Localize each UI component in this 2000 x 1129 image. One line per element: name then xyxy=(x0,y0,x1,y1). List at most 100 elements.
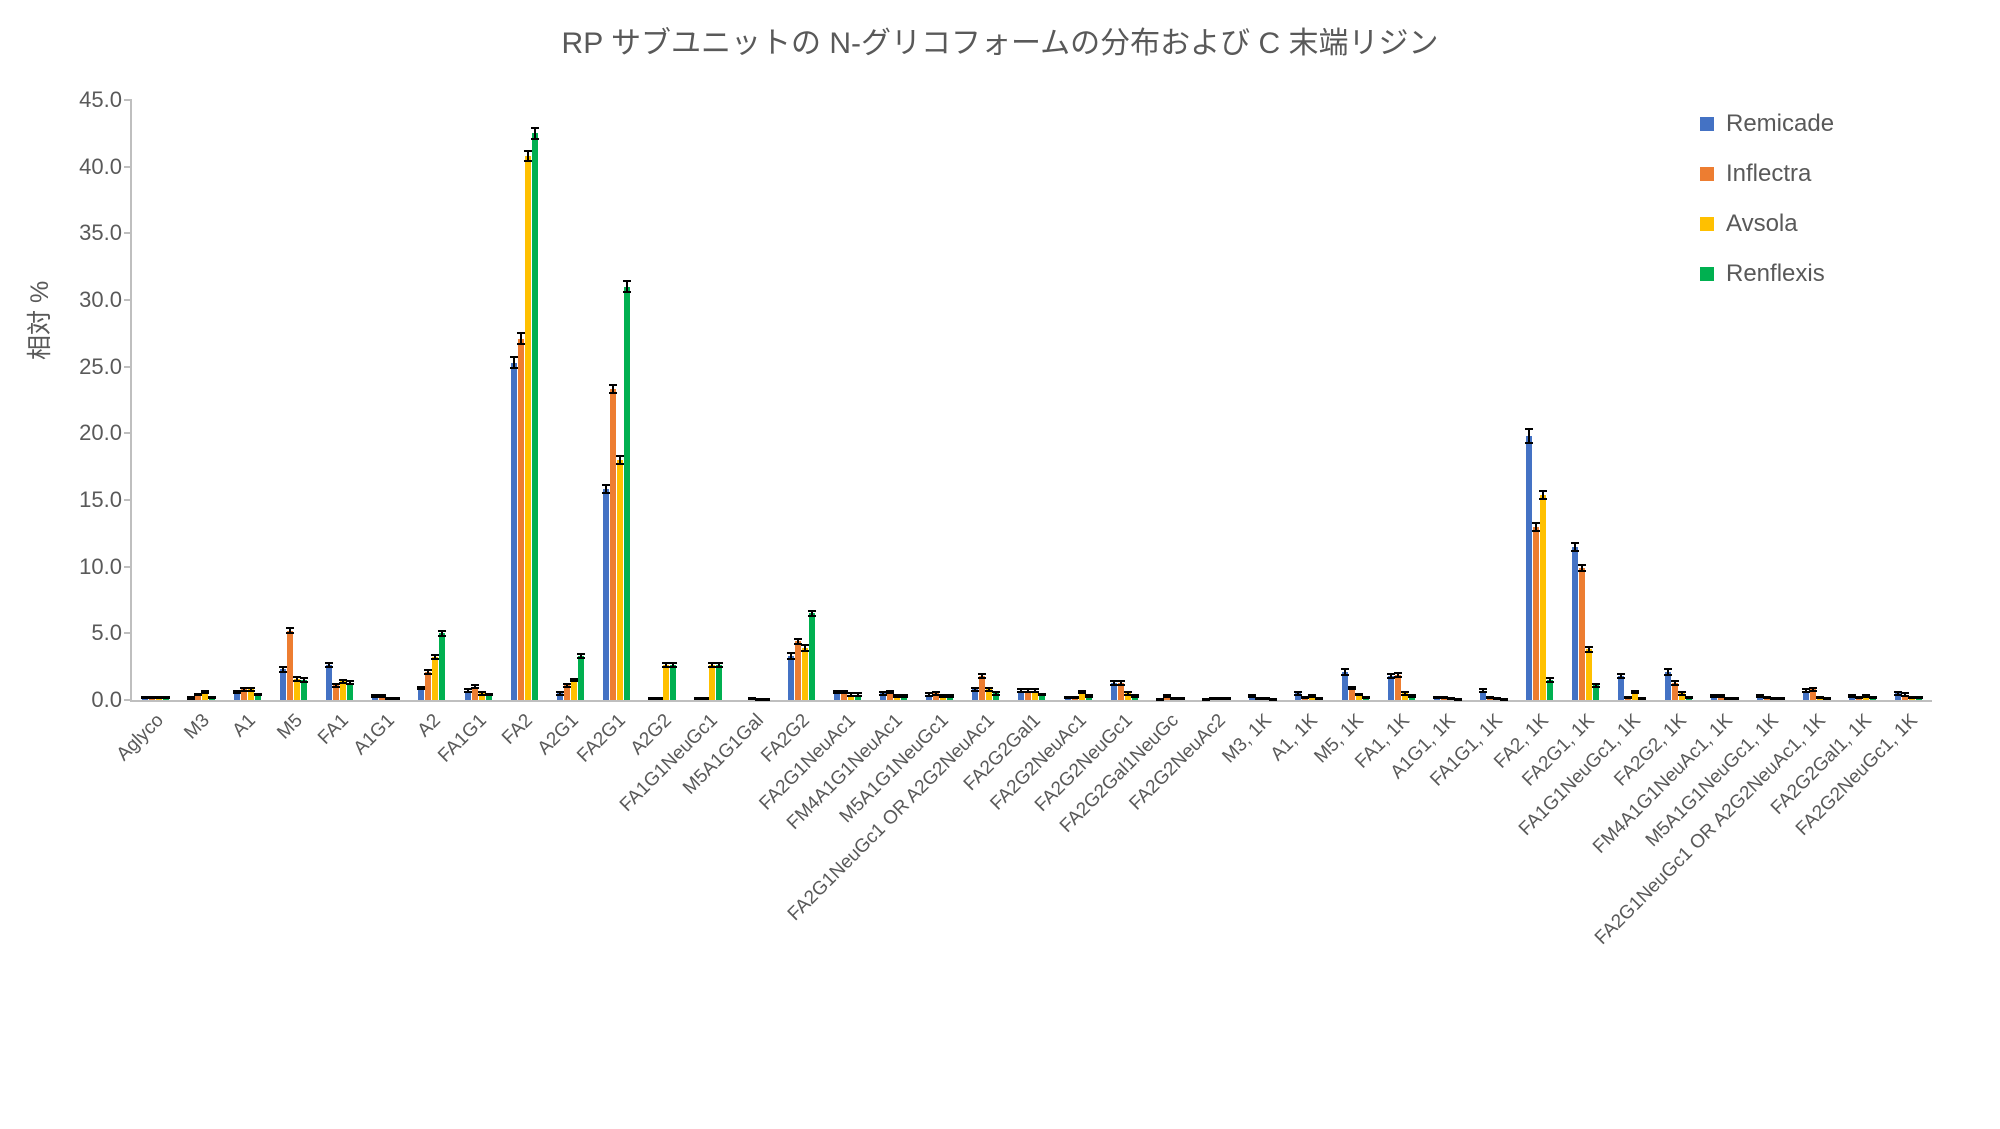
error-bar xyxy=(257,694,259,695)
x-tick-label: M3 xyxy=(181,710,215,744)
error-bar xyxy=(1819,697,1821,698)
error-bar xyxy=(335,684,337,687)
error-bar xyxy=(427,670,429,674)
error-bar xyxy=(1681,692,1683,695)
y-tick-label: 30.0 xyxy=(67,287,122,313)
error-bar xyxy=(672,663,674,667)
error-bar xyxy=(804,645,806,650)
error-bar xyxy=(1805,689,1807,692)
error-bar xyxy=(1365,697,1367,698)
bar-group xyxy=(1055,692,1101,700)
error-bar xyxy=(342,680,344,683)
y-tick-label: 35.0 xyxy=(67,220,122,246)
error-bar xyxy=(1595,684,1597,687)
y-tick xyxy=(124,699,132,701)
legend: Remicade Inflectra Avsola Renflexis xyxy=(1700,110,1960,310)
bar-group xyxy=(1101,683,1147,700)
legend-label: Renflexis xyxy=(1726,260,1825,288)
bar xyxy=(1157,699,1163,700)
error-bar xyxy=(1180,698,1182,699)
bar-group xyxy=(1886,693,1932,700)
bar xyxy=(802,648,808,700)
error-bar xyxy=(1734,698,1736,699)
legend-swatch-icon xyxy=(1700,167,1714,181)
error-bar xyxy=(1212,698,1214,699)
error-bar xyxy=(1318,698,1320,699)
bar xyxy=(880,693,886,700)
bar xyxy=(788,656,794,700)
y-tick xyxy=(124,232,132,234)
error-bar xyxy=(566,684,568,687)
error-bar xyxy=(520,333,522,344)
bar xyxy=(702,699,708,700)
bar-group xyxy=(640,665,686,700)
error-bar xyxy=(289,628,291,633)
error-bar xyxy=(612,385,614,393)
x-tick-label: A1, 1K xyxy=(1267,710,1323,766)
error-bar xyxy=(1311,695,1313,696)
error-bar xyxy=(1457,699,1459,700)
error-bar xyxy=(981,674,983,678)
error-bar xyxy=(467,689,469,692)
bar xyxy=(709,665,715,700)
bar xyxy=(1302,697,1308,700)
error-bar xyxy=(1759,695,1761,696)
error-bar xyxy=(1904,693,1906,696)
bar-group xyxy=(455,687,501,700)
error-bar xyxy=(1081,691,1083,694)
error-bar xyxy=(1897,692,1899,695)
error-bar xyxy=(626,281,628,292)
error-bar xyxy=(882,692,884,695)
error-bar xyxy=(1134,695,1136,696)
bar xyxy=(465,691,471,700)
error-bar xyxy=(1780,698,1782,699)
error-bar xyxy=(243,688,245,691)
bar xyxy=(195,695,201,700)
error-bar xyxy=(1528,429,1530,442)
error-bar xyxy=(1127,692,1129,695)
error-bar xyxy=(282,667,284,672)
y-tick xyxy=(124,99,132,101)
error-bar xyxy=(658,698,660,699)
y-tick-label: 25.0 xyxy=(67,354,122,380)
bar xyxy=(1803,691,1809,700)
error-bar xyxy=(942,695,944,696)
bar xyxy=(564,685,570,700)
bar xyxy=(255,695,261,700)
error-bar xyxy=(1344,669,1346,674)
bar-group xyxy=(1378,675,1424,700)
bar xyxy=(1270,699,1276,700)
bar xyxy=(1409,696,1415,700)
bar-group xyxy=(501,133,547,700)
bar xyxy=(1039,695,1045,700)
error-bar xyxy=(1074,697,1076,698)
bar xyxy=(947,696,953,700)
error-bar xyxy=(395,698,397,699)
bar xyxy=(1856,697,1862,700)
bar-group xyxy=(178,692,224,700)
error-bar xyxy=(1173,698,1175,699)
bar xyxy=(1916,697,1922,700)
error-bar xyxy=(843,691,845,694)
error-bar xyxy=(1851,695,1853,696)
error-bar xyxy=(1634,691,1636,694)
bar xyxy=(1501,699,1507,700)
bar xyxy=(1316,699,1322,700)
x-tick-label: FA1 xyxy=(314,710,353,749)
chart-title: RP サブユニットの N-グリコフォームの分布および C 末端リジン xyxy=(0,18,2000,62)
bar-group xyxy=(1701,696,1747,700)
error-bar xyxy=(1159,699,1161,700)
error-bar xyxy=(1826,698,1828,699)
error-bar xyxy=(158,697,160,698)
bar-group xyxy=(1194,699,1240,700)
x-tick-label: FA2G1 xyxy=(573,710,630,767)
error-bar xyxy=(1542,491,1544,499)
error-bar xyxy=(151,697,153,698)
error-bar xyxy=(928,693,930,696)
legend-swatch-icon xyxy=(1700,117,1714,131)
bar xyxy=(1686,697,1692,700)
bar xyxy=(486,695,492,700)
error-bar xyxy=(165,697,167,698)
bar-group xyxy=(1240,696,1286,700)
error-bar xyxy=(811,611,813,616)
